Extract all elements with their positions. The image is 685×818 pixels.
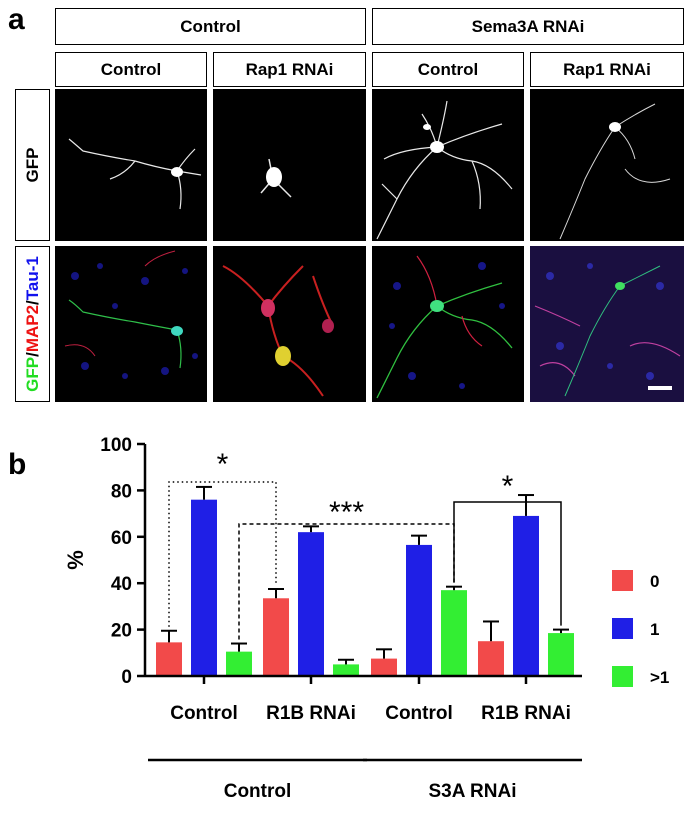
bar bbox=[263, 598, 289, 676]
sub-header-rap1-2: Rap1 RNAi bbox=[530, 52, 684, 87]
legend-label: 1 bbox=[650, 620, 659, 639]
significance-bracket bbox=[168, 481, 277, 627]
x-tick-label: Control bbox=[170, 703, 238, 724]
legend-label: 0 bbox=[650, 572, 659, 591]
bar bbox=[513, 515, 539, 676]
scale-bar bbox=[648, 386, 672, 390]
y-tick-label: 100 bbox=[100, 435, 132, 456]
sub-header-rap1-1: Rap1 RNAi bbox=[213, 52, 366, 87]
x-tick-label: R1B RNAi bbox=[266, 703, 356, 724]
panel-a-letter: a bbox=[8, 3, 25, 36]
row-label-merge: GFP/MAP2/Tau-1 bbox=[15, 246, 50, 402]
bar bbox=[226, 651, 252, 676]
significance-label: * bbox=[502, 470, 514, 503]
bar bbox=[478, 641, 504, 676]
bar bbox=[371, 658, 397, 676]
bar bbox=[406, 544, 432, 676]
y-tick-label: 40 bbox=[111, 574, 132, 595]
bar bbox=[156, 642, 182, 676]
x-tick-label: Control bbox=[385, 703, 453, 724]
y-tick-label: 20 bbox=[111, 621, 132, 642]
group-header-sema3a: Sema3A RNAi bbox=[372, 8, 684, 45]
bar bbox=[191, 499, 217, 676]
y-tick-label: 80 bbox=[111, 481, 132, 502]
legend-swatch bbox=[612, 666, 633, 687]
micrograph-merge-sema3a-control bbox=[372, 246, 524, 402]
micrograph-gfp-sema3a-rap1 bbox=[530, 89, 684, 241]
micrograph-merge-sema3a-rap1 bbox=[530, 246, 684, 402]
y-axis-label: % bbox=[63, 550, 88, 570]
row-label-gfp: GFP bbox=[15, 89, 50, 241]
bar bbox=[333, 664, 359, 676]
x-tick-label: R1B RNAi bbox=[481, 703, 571, 724]
sub-header-control-1: Control bbox=[55, 52, 207, 87]
bar bbox=[298, 532, 324, 676]
micrograph-merge-control bbox=[55, 246, 207, 402]
micrograph-merge-rap1 bbox=[213, 246, 366, 402]
legend-swatch bbox=[612, 618, 633, 639]
group-header-control: Control bbox=[55, 8, 366, 45]
group-label: Control bbox=[224, 781, 292, 802]
significance-bracket bbox=[453, 501, 562, 626]
y-tick-label: 60 bbox=[111, 528, 132, 549]
group-label: S3A RNAi bbox=[429, 781, 517, 802]
sub-header-control-2: Control bbox=[372, 52, 524, 87]
significance-label: *** bbox=[329, 496, 364, 529]
legend-label: >1 bbox=[650, 668, 669, 687]
legend-swatch bbox=[612, 570, 633, 591]
y-tick-label: 0 bbox=[121, 667, 132, 688]
bar bbox=[441, 590, 467, 676]
micrograph-gfp-sema3a-control bbox=[372, 89, 524, 241]
micrograph-gfp-control bbox=[55, 89, 207, 241]
micrograph-gfp-rap1 bbox=[213, 89, 366, 241]
significance-label: * bbox=[217, 448, 229, 481]
bar bbox=[548, 633, 574, 676]
panel-b-letter: b bbox=[8, 448, 27, 481]
